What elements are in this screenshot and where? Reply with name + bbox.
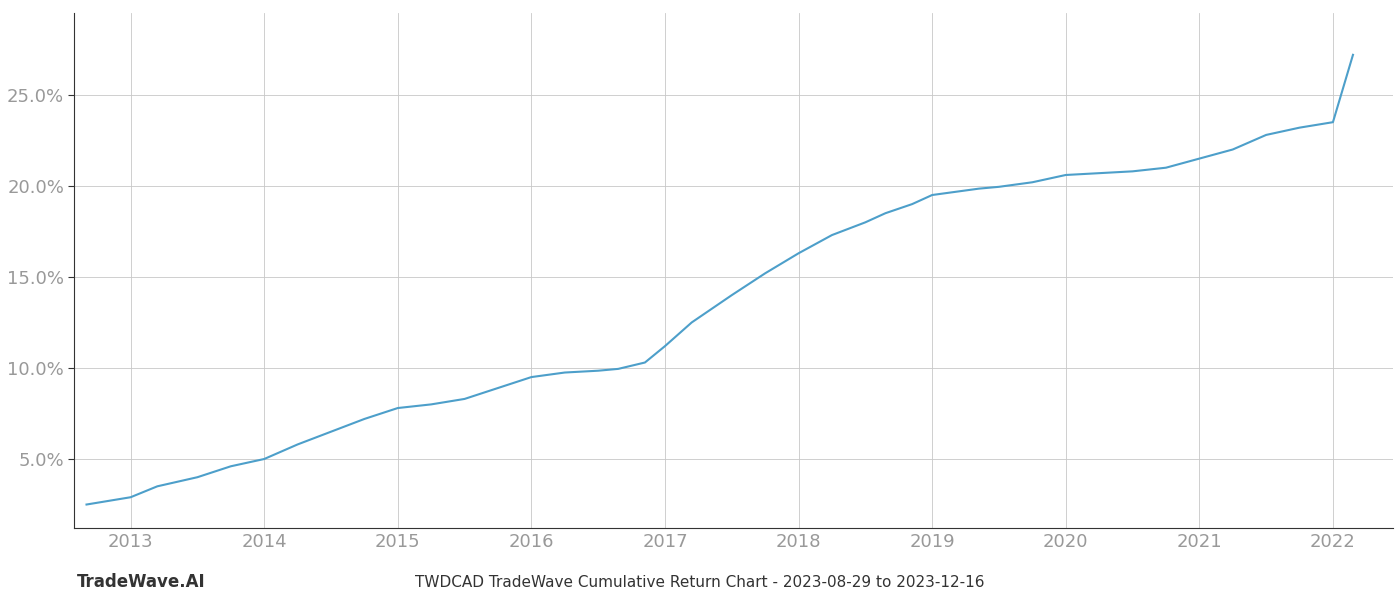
Text: TradeWave.AI: TradeWave.AI [77,573,206,591]
Text: TWDCAD TradeWave Cumulative Return Chart - 2023-08-29 to 2023-12-16: TWDCAD TradeWave Cumulative Return Chart… [416,575,984,590]
